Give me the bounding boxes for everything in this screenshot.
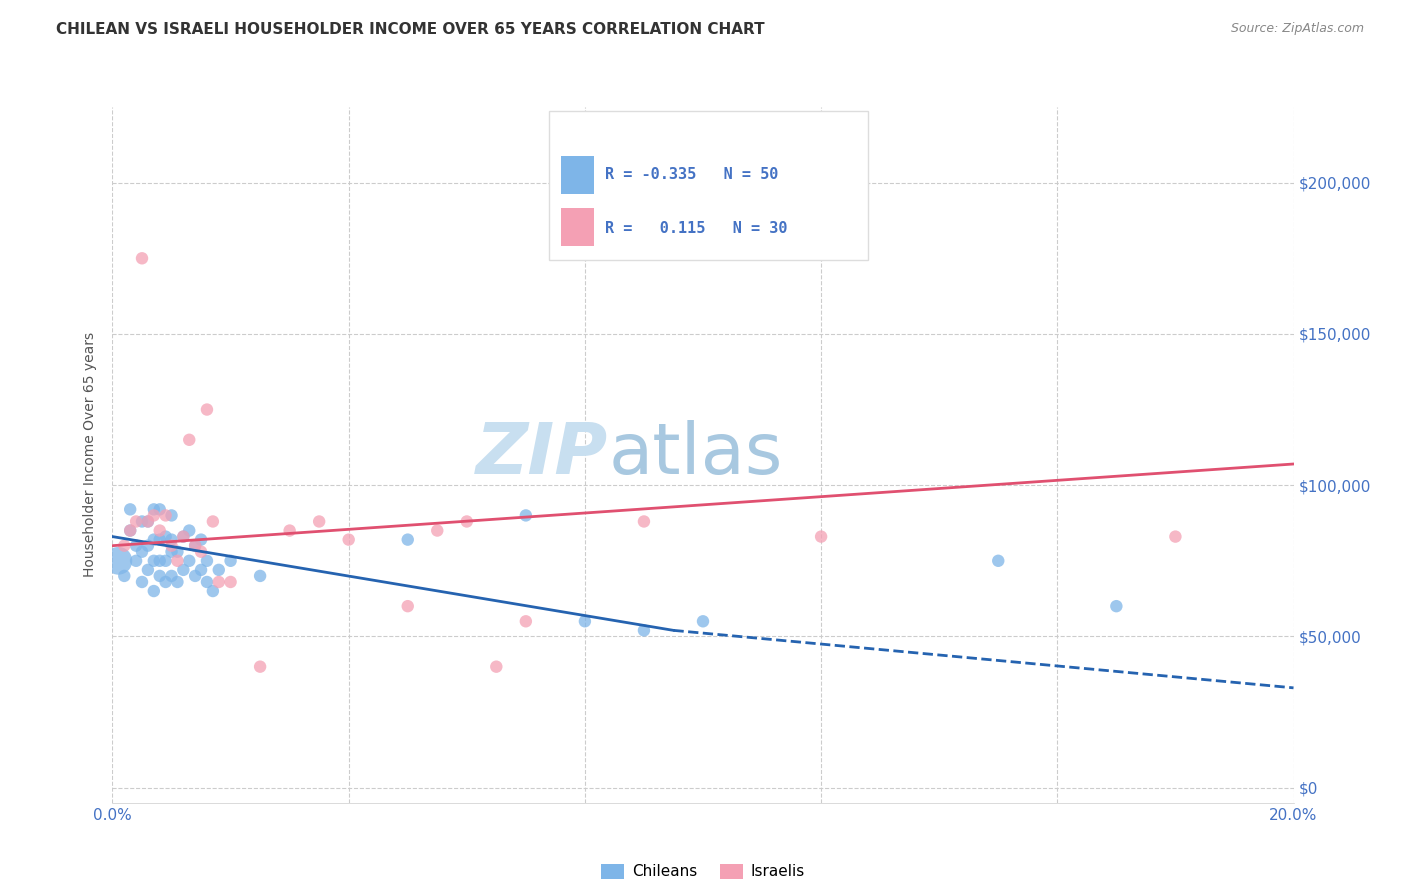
Legend: Chileans, Israelis: Chileans, Israelis (595, 857, 811, 886)
Point (155, 508, 177, 523)
Point (1105, 599, 1128, 614)
Point (125, 539, 148, 553)
Point (172, 530, 194, 544)
Point (172, 563, 194, 577)
Point (149, 524, 172, 538)
Point (131, 252, 153, 266)
Point (160, 569, 183, 583)
Point (201, 584, 224, 599)
Text: atlas: atlas (609, 420, 783, 490)
Point (184, 539, 207, 553)
Text: R =   0.115   N = 30: R = 0.115 N = 30 (605, 221, 787, 236)
Point (195, 402, 218, 417)
Point (485, 659, 508, 673)
Point (337, 533, 360, 547)
Point (172, 530, 194, 544)
Point (184, 569, 207, 583)
Text: R = -0.335   N = 50: R = -0.335 N = 50 (605, 167, 779, 182)
Point (149, 502, 172, 516)
Point (107, 554, 129, 568)
Point (125, 554, 148, 568)
Point (249, 569, 271, 583)
Point (131, 574, 153, 589)
Point (574, 615, 596, 629)
Point (201, 515, 224, 529)
Point (160, 545, 183, 559)
Point (195, 554, 218, 568)
Point (308, 515, 330, 529)
Point (120, 524, 142, 538)
Point (142, 584, 165, 599)
Point (160, 508, 183, 523)
Point (142, 554, 165, 568)
Point (278, 524, 301, 538)
Point (219, 574, 242, 589)
Point (112, 569, 135, 583)
Point (131, 545, 153, 559)
Point (125, 515, 148, 529)
Text: CHILEAN VS ISRAELI HOUSEHOLDER INCOME OVER 65 YEARS CORRELATION CHART: CHILEAN VS ISRAELI HOUSEHOLDER INCOME OV… (56, 22, 765, 37)
Point (515, 508, 537, 523)
Point (131, 515, 153, 529)
Point (149, 569, 172, 583)
Point (219, 554, 242, 568)
Point (136, 515, 159, 529)
Point (136, 515, 159, 529)
Point (149, 554, 172, 568)
Point (190, 545, 212, 559)
Point (179, 524, 201, 538)
Point (142, 533, 165, 547)
Point (1164, 530, 1187, 544)
Point (184, 539, 207, 553)
Point (155, 530, 177, 544)
Point (160, 533, 183, 547)
Y-axis label: Householder Income Over 65 years: Householder Income Over 65 years (83, 333, 97, 577)
Point (136, 563, 159, 577)
Point (195, 574, 218, 589)
Point (179, 554, 201, 568)
Point (396, 533, 419, 547)
Point (249, 659, 271, 673)
Point (155, 554, 177, 568)
Point (987, 554, 1010, 568)
Point (166, 545, 188, 559)
Point (179, 433, 201, 447)
Point (149, 533, 172, 547)
Point (190, 533, 212, 547)
Text: Source: ZipAtlas.com: Source: ZipAtlas.com (1230, 22, 1364, 36)
Point (456, 515, 478, 529)
Text: ZIP: ZIP (477, 420, 609, 490)
Point (142, 508, 165, 523)
Point (426, 524, 449, 538)
Point (208, 574, 231, 589)
Point (142, 502, 165, 516)
Point (692, 615, 714, 629)
Point (166, 574, 188, 589)
Point (633, 624, 655, 638)
Point (120, 502, 142, 516)
Point (160, 539, 183, 553)
Point (190, 563, 212, 577)
FancyBboxPatch shape (550, 111, 869, 260)
Point (633, 515, 655, 529)
Point (396, 599, 419, 614)
Bar (561, 208, 595, 246)
Point (810, 530, 832, 544)
Bar (561, 156, 595, 194)
Point (208, 563, 231, 577)
Point (166, 554, 188, 568)
Point (155, 574, 177, 589)
Point (515, 615, 537, 629)
Point (120, 524, 142, 538)
Point (136, 539, 159, 553)
Point (112, 539, 135, 553)
